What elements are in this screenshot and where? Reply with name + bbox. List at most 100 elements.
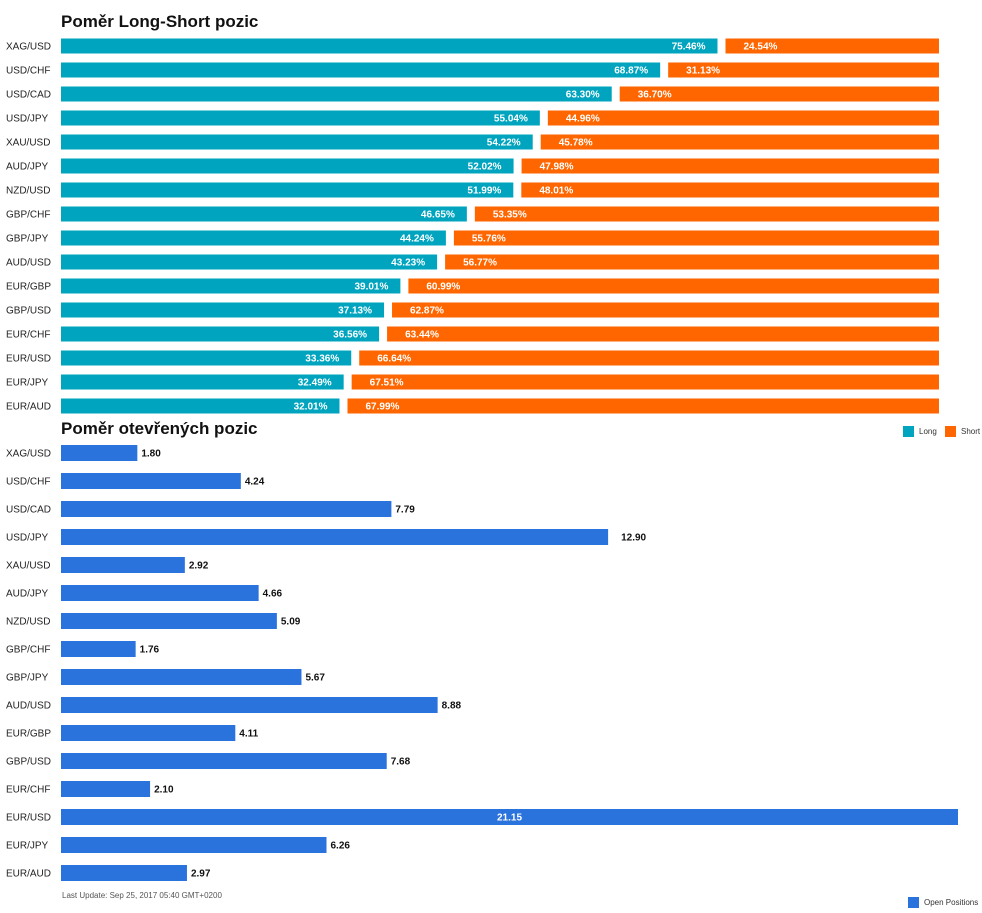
ls-category-eur-gbp: EUR/GBP: [6, 282, 51, 293]
ls-category-eur-jpy: EUR/JPY: [6, 378, 49, 389]
short-label-usd-cad: 36.70%: [638, 90, 672, 101]
open-bar-eur-gbp: [61, 725, 236, 741]
op-category-eur-jpy: EUR/JPY: [6, 841, 49, 852]
long-bar-usd-chf: [61, 62, 661, 78]
short-label-eur-usd: 66.64%: [377, 354, 411, 365]
long-label-gbp-usd: 37.13%: [338, 306, 372, 317]
long-label-eur-chf: 36.56%: [333, 330, 367, 341]
long-label-xau-usd: 54.22%: [487, 138, 521, 149]
open-label-eur-aud: 2.97: [191, 869, 211, 880]
legend-long-swatch: [903, 426, 914, 437]
ls-category-nzd-usd: NZD/USD: [6, 186, 50, 197]
op-category-nzd-usd: NZD/USD: [6, 617, 50, 628]
long-bar-xag-usd: [61, 38, 718, 54]
long-bar-eur-aud: [61, 398, 340, 414]
open-bar-xau-usd: [61, 557, 185, 573]
open-bar-gbp-jpy: [61, 669, 302, 685]
chart-title-open-positions: Poměr otevřených pozic: [61, 419, 258, 438]
op-category-eur-chf: EUR/CHF: [6, 785, 50, 796]
long-label-xag-usd: 75.46%: [672, 42, 706, 53]
long-label-eur-gbp: 39.01%: [354, 282, 388, 293]
short-bar-xag-usd: [725, 38, 939, 54]
ls-category-aud-jpy: AUD/JPY: [6, 162, 49, 173]
long-label-usd-jpy: 55.04%: [494, 114, 528, 125]
ls-category-aud-usd: AUD/USD: [6, 258, 51, 269]
open-label-eur-chf: 2.10: [154, 785, 174, 796]
ls-category-gbp-jpy: GBP/JPY: [6, 234, 49, 245]
ls-category-usd-chf: USD/CHF: [6, 66, 50, 77]
long-bar-xau-usd: [61, 134, 533, 150]
op-category-usd-chf: USD/CHF: [6, 477, 50, 488]
open-label-usd-chf: 4.24: [245, 477, 265, 488]
short-label-xau-usd: 45.78%: [559, 138, 593, 149]
short-label-eur-gbp: 60.99%: [426, 282, 460, 293]
short-bar-aud-usd: [445, 254, 939, 270]
long-bar-aud-usd: [61, 254, 438, 270]
short-bar-eur-gbp: [408, 278, 940, 294]
open-bar-xag-usd: [61, 445, 138, 461]
short-bar-eur-jpy: [351, 374, 940, 390]
ls-category-gbp-usd: GBP/USD: [6, 306, 51, 317]
short-bar-gbp-usd: [392, 302, 939, 318]
op-category-aud-jpy: AUD/JPY: [6, 589, 49, 600]
open-label-gbp-usd: 7.68: [391, 757, 411, 768]
short-bar-eur-chf: [387, 326, 939, 342]
op-category-xau-usd: XAU/USD: [6, 561, 50, 572]
ls-category-xau-usd: XAU/USD: [6, 138, 50, 149]
open-label-eur-usd: 21.15: [497, 813, 522, 824]
open-bar-aud-jpy: [61, 585, 259, 601]
short-bar-gbp-jpy: [453, 230, 939, 246]
short-bar-xau-usd: [540, 134, 939, 150]
long-bar-gbp-usd: [61, 302, 385, 318]
legend-open-positions-swatch: [908, 897, 919, 908]
short-bar-aud-jpy: [521, 158, 939, 174]
legend-open-positions: Open Positions: [908, 897, 978, 908]
op-category-usd-jpy: USD/JPY: [6, 533, 49, 544]
long-bar-eur-gbp: [61, 278, 401, 294]
long-label-usd-chf: 68.87%: [614, 66, 648, 77]
open-label-gbp-chf: 1.76: [140, 645, 160, 656]
open-label-eur-gbp: 4.11: [239, 729, 258, 740]
long-short-bars: XAG/USD 75.46% 24.54% USD/CHF 68.87% 31.13% US…: [6, 38, 940, 414]
long-label-aud-usd: 43.23%: [391, 258, 425, 269]
open-label-gbp-jpy: 5.67: [305, 673, 325, 684]
ls-category-usd-jpy: USD/JPY: [6, 114, 49, 125]
op-category-eur-aud: EUR/AUD: [6, 869, 51, 880]
open-positions-bars: XAG/USD 1.80 USD/CHF 4.24 USD/CAD 7.79 USD/JPY…: [6, 445, 958, 881]
long-bar-eur-jpy: [61, 374, 344, 390]
long-bar-eur-usd: [61, 350, 352, 366]
legend-open-positions-label: Open Positions: [924, 898, 978, 907]
open-bar-nzd-usd: [61, 613, 277, 629]
legend-short-label: Short: [961, 427, 981, 436]
short-bar-eur-usd: [359, 350, 939, 366]
op-category-usd-cad: USD/CAD: [6, 505, 51, 516]
op-category-eur-usd: EUR/USD: [6, 813, 51, 824]
long-bar-usd-jpy: [61, 110, 540, 126]
open-bar-eur-chf: [61, 781, 151, 797]
open-label-aud-usd: 8.88: [442, 701, 462, 712]
short-label-gbp-chf: 53.35%: [493, 210, 527, 221]
long-bar-eur-chf: [61, 326, 380, 342]
legend-long: Long: [903, 426, 937, 437]
long-label-nzd-usd: 51.99%: [467, 186, 501, 197]
legend-long-label: Long: [919, 427, 937, 436]
short-label-aud-jpy: 47.98%: [540, 162, 574, 173]
open-label-usd-cad: 7.79: [395, 505, 415, 516]
open-bar-eur-usd: [61, 809, 958, 825]
op-category-gbp-jpy: GBP/JPY: [6, 673, 49, 684]
long-bar-aud-jpy: [61, 158, 514, 174]
long-bar-usd-cad: [61, 86, 612, 102]
short-bar-gbp-chf: [474, 206, 939, 222]
legend-short-swatch: [945, 426, 956, 437]
open-label-usd-jpy: 12.90: [621, 533, 646, 544]
op-category-eur-gbp: EUR/GBP: [6, 729, 51, 740]
ls-category-usd-cad: USD/CAD: [6, 90, 51, 101]
chart-title-long-short: Poměr Long-Short pozic: [61, 12, 258, 31]
open-bar-aud-usd: [61, 697, 438, 713]
short-label-gbp-jpy: 55.76%: [472, 234, 506, 245]
op-category-aud-usd: AUD/USD: [6, 701, 51, 712]
long-bar-nzd-usd: [61, 182, 514, 198]
short-label-eur-aud: 67.99%: [365, 402, 399, 413]
last-update-text: Last Update: Sep 25, 2017 05:40 GMT+0200: [62, 891, 222, 900]
